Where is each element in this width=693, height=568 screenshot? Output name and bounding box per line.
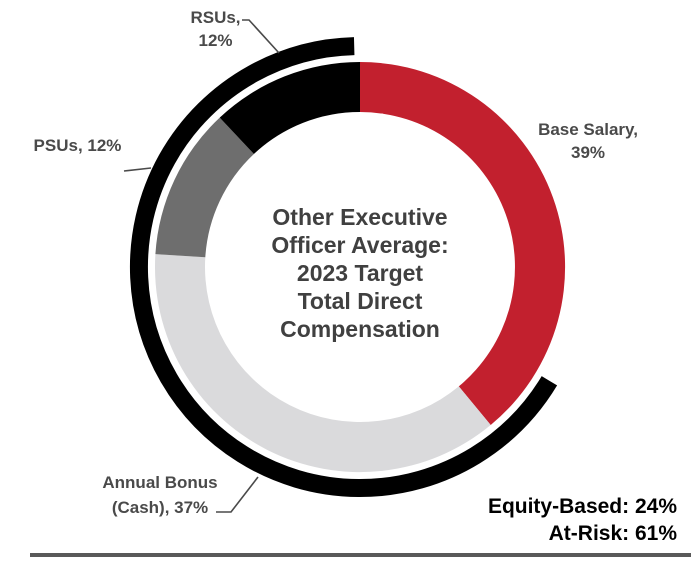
bottom-divider <box>30 553 691 557</box>
label-base-salary: Base Salary, 39% <box>513 118 663 164</box>
leader-line-rsus <box>242 19 280 54</box>
donut-segment-rsus <box>219 62 360 154</box>
label-base-salary-line2: 39% <box>570 143 606 162</box>
donut-segment-psus <box>155 117 254 258</box>
center-title-line2: Officer Average: <box>271 232 449 258</box>
summary-at-risk: At-Risk: 61% <box>548 522 677 545</box>
label-rsus-line2: 12% <box>198 31 233 50</box>
center-title-line3: 2023 Target <box>296 260 424 286</box>
at-risk-outer-arc <box>129 37 558 497</box>
donut-center-title: Other Executive Officer Average: 2023 Ta… <box>230 203 490 343</box>
center-title-line4: Total Direct <box>297 288 423 314</box>
center-title-line5: Compensation <box>280 316 440 342</box>
leader-lines <box>123 19 280 513</box>
donut-segment-base-salary <box>360 61 566 426</box>
summary-equity-based: Equity-Based: 24% <box>487 495 677 518</box>
label-annual-bonus: Annual Bonus (Cash), 37% <box>85 470 235 520</box>
donut-segments <box>154 61 566 473</box>
donut-segment-annual-bonus-cash <box>154 254 491 473</box>
leader-line-annual-bonus <box>216 476 259 513</box>
label-rsus-line1: RSUs, <box>190 8 241 27</box>
label-base-salary-line1: Base Salary, <box>538 120 638 139</box>
center-title-line1: Other Executive <box>272 204 448 230</box>
label-annual-bonus-line2: (Cash), 37% <box>111 498 209 517</box>
summary-block: Equity-Based: 24% At-Risk: 61% <box>488 493 677 547</box>
label-psus: PSUs, 12% <box>33 136 122 155</box>
label-rsus: RSUs, 12% <box>158 6 273 52</box>
label-annual-bonus-line1: Annual Bonus <box>102 473 218 492</box>
leader-line-psus <box>123 167 152 172</box>
